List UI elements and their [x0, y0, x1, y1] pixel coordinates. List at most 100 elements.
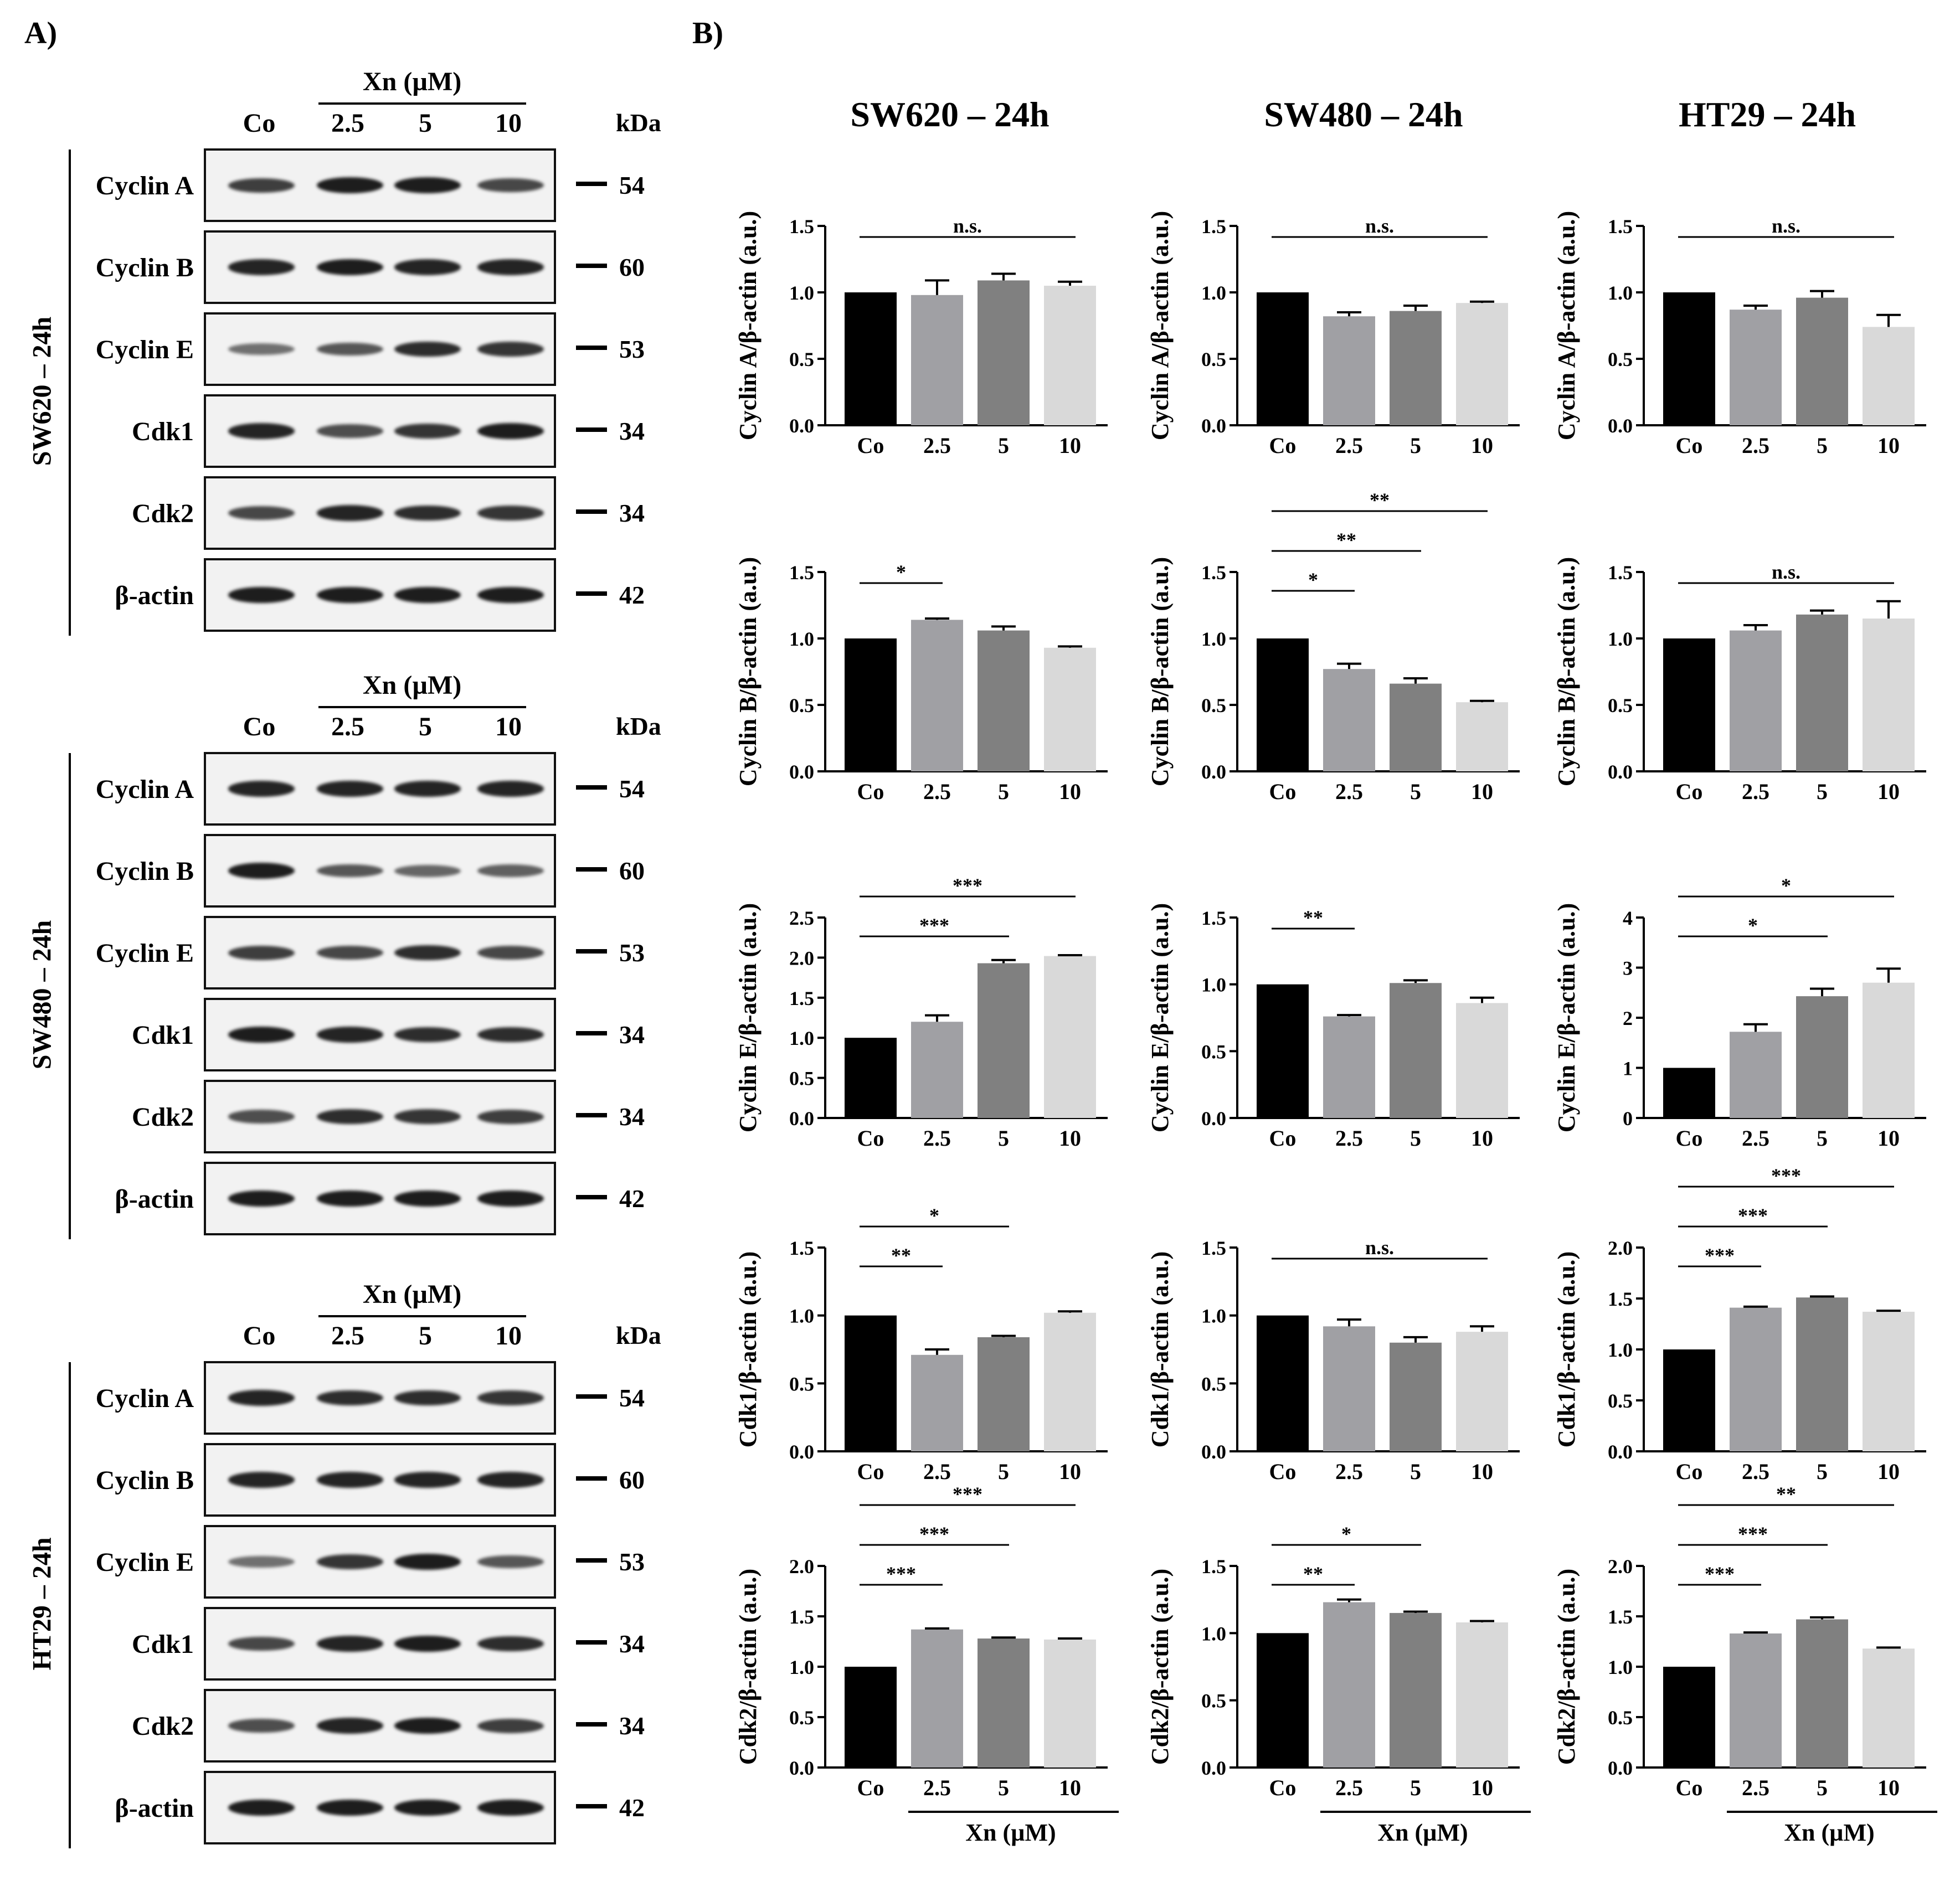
bar — [1730, 310, 1782, 425]
blot-band — [317, 945, 383, 960]
blot-band — [477, 342, 544, 357]
bar — [1663, 638, 1715, 771]
x-tick-label: 2.5 — [923, 433, 951, 458]
bar — [1390, 1342, 1442, 1451]
column-title-ht29: HT29 – 24h — [1678, 95, 1856, 134]
treatment-line — [318, 102, 526, 105]
y-tick-label: 1.0 — [789, 1305, 814, 1327]
blot-box — [204, 998, 556, 1071]
blot-band — [394, 864, 461, 877]
bar — [1796, 1619, 1848, 1768]
y-tick-label: 1.0 — [789, 628, 814, 650]
blot-band — [394, 259, 461, 275]
blot-band — [317, 1718, 383, 1734]
kda-value: 42 — [619, 581, 645, 609]
y-axis-label: Cdk1/β-actin (a.u.) — [1553, 1251, 1580, 1447]
y-tick-label: 0.5 — [789, 694, 814, 717]
x-tick-label: 2.5 — [923, 1459, 951, 1484]
y-tick-label: 0.0 — [1201, 1441, 1226, 1463]
kda-value: 53 — [619, 335, 645, 363]
kda-value: 60 — [619, 1466, 645, 1494]
kda-value: 34 — [619, 499, 645, 527]
blot-box — [204, 1361, 556, 1435]
y-tick-label: 0 — [1623, 1107, 1633, 1130]
y-tick-label: 0.5 — [789, 1373, 814, 1395]
x-tick-label: 5 — [998, 1126, 1009, 1151]
significance-label: *** — [1738, 1523, 1768, 1545]
blot-band — [394, 1390, 461, 1406]
y-tick-label: 0.0 — [1608, 415, 1633, 437]
bar — [1663, 1667, 1715, 1768]
blot-band — [394, 505, 461, 521]
significance-label: ** — [1776, 1483, 1796, 1505]
bar — [1257, 984, 1309, 1118]
bar — [911, 1022, 963, 1118]
blot-band — [394, 424, 461, 439]
significance-label: *** — [886, 1563, 916, 1585]
bar — [1044, 647, 1096, 771]
significance-label: n.s. — [1365, 215, 1394, 237]
protein-label: β-actin — [115, 581, 194, 610]
y-axis-label: Cdk2/β-actin (a.u.) — [1553, 1569, 1580, 1765]
blot-band — [394, 586, 461, 604]
y-axis-label: Cyclin B/β-actin (a.u.) — [1553, 557, 1580, 786]
bar — [845, 1315, 897, 1451]
blot-band — [477, 178, 544, 193]
y-tick-label: 1.5 — [1608, 1606, 1633, 1628]
y-tick-label: 2.0 — [789, 947, 814, 969]
y-tick-label: 0.5 — [1201, 694, 1226, 717]
significance-label: *** — [953, 1483, 982, 1505]
blot-band — [477, 1472, 544, 1488]
treatment-label: Xn (µM) — [363, 671, 462, 700]
significance-label: *** — [919, 1523, 949, 1545]
blot-band — [228, 178, 295, 193]
x-tick-label: 10 — [1877, 433, 1900, 458]
bar — [1456, 1622, 1508, 1768]
blot-box — [204, 1162, 556, 1235]
y-tick-label: 1.5 — [1201, 1237, 1226, 1259]
blot-box — [204, 834, 556, 908]
y-tick-label: 0.0 — [1201, 761, 1226, 783]
significance-label: * — [1341, 1523, 1351, 1545]
y-axis-label: Cyclin E/β-actin (a.u.) — [734, 903, 762, 1132]
marker-dash — [576, 1394, 607, 1399]
bar — [1796, 297, 1848, 425]
x-tick-label: 10 — [1059, 1126, 1081, 1151]
bar — [1456, 1332, 1508, 1451]
y-tick-label: 0.5 — [1608, 1707, 1633, 1729]
protein-label: Cyclin B — [95, 1466, 194, 1495]
blot-band — [228, 1555, 295, 1568]
treatment-label: Xn (µM) — [363, 1280, 462, 1309]
blot-band — [394, 1190, 461, 1207]
blot-band — [394, 1799, 461, 1816]
marker-dash — [576, 1722, 607, 1727]
y-tick-label: 1.5 — [1201, 907, 1226, 929]
y-tick-label: 0.0 — [789, 761, 814, 783]
bar — [1730, 1307, 1782, 1451]
significance-label: * — [1748, 914, 1758, 936]
y-tick-label: 0.0 — [789, 1757, 814, 1779]
bar — [911, 295, 963, 425]
blot-band — [394, 177, 461, 194]
protein-label: β-actin — [115, 1184, 194, 1214]
y-tick-label: 0.0 — [1201, 1757, 1226, 1779]
x-tick-label: 5 — [1817, 779, 1828, 804]
marker-dash — [576, 1640, 607, 1645]
kda-value: 34 — [619, 1102, 645, 1131]
lane-label: 10 — [495, 1321, 522, 1351]
significance-label: ** — [1370, 489, 1390, 511]
y-tick-label: 0.0 — [789, 1441, 814, 1463]
blot-band — [477, 586, 544, 604]
significance-label: * — [1308, 569, 1318, 591]
y-tick-label: 0.5 — [1608, 1390, 1633, 1412]
protein-label: Cdk2 — [131, 1712, 194, 1741]
x-tick-label: 10 — [1059, 1775, 1081, 1800]
column-title-sw480: SW480 – 24h — [1264, 95, 1463, 134]
blot-band — [317, 1190, 383, 1207]
blot-band — [228, 1026, 295, 1043]
blot-band — [317, 864, 383, 878]
blot-box — [204, 752, 556, 826]
blot-band — [317, 1799, 383, 1816]
bar — [1796, 1297, 1848, 1451]
blot-band — [394, 1109, 461, 1124]
